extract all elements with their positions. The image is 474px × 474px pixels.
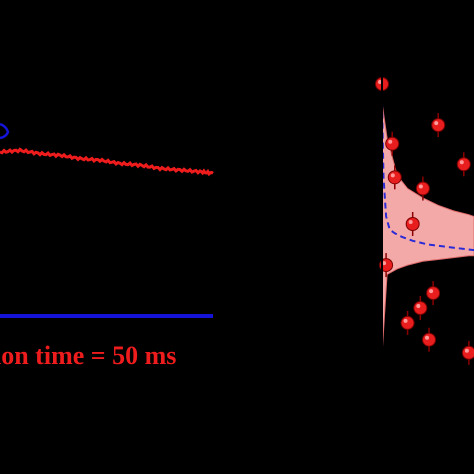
data-point-highlight	[388, 139, 393, 144]
y-tick-label-15: 15	[332, 124, 354, 149]
data-point-highlight	[403, 318, 408, 323]
data-point	[413, 301, 428, 315]
data-point	[431, 118, 446, 133]
y-tick-label-5: 5	[343, 290, 354, 315]
data-point-highlight	[459, 160, 464, 165]
x-tick-label-0: 0.00	[351, 392, 390, 417]
data-point-highlight	[434, 121, 439, 126]
data-point	[461, 345, 474, 360]
data-point	[400, 315, 415, 330]
data-point-highlight	[408, 220, 413, 224]
data-point	[385, 136, 400, 151]
data-point-highlight	[425, 335, 430, 340]
data-point	[387, 170, 402, 185]
data-point-highlight	[464, 348, 469, 353]
y-axis-label: PPF index (%)	[289, 143, 316, 300]
data-point	[456, 157, 471, 172]
y-tick-label-10: 10	[332, 208, 354, 233]
data-point	[426, 286, 441, 301]
data-point-highlight	[416, 304, 421, 308]
fit-dashed-line	[381, 102, 474, 252]
left-panel: ion time = 50 ms	[0, 122, 214, 370]
data-point-highlight	[390, 173, 395, 178]
confidence-band	[381, 102, 474, 355]
x-tick-label-1: 1	[466, 392, 474, 417]
red-trace-line	[0, 147, 214, 177]
blue-marker-fragment	[0, 122, 10, 140]
data-point	[415, 181, 430, 196]
duration-annotation: ion time = 50 ms	[0, 341, 176, 370]
data-point-highlight	[382, 261, 387, 266]
data-point-highlight	[418, 184, 423, 189]
data-point-highlight	[429, 289, 434, 294]
y-tick-label-20: 20	[332, 43, 354, 68]
right-panel: PPF index (%) 20 15 10 5 0.00 1	[289, 43, 474, 417]
data-point	[405, 217, 420, 231]
data-point	[422, 332, 437, 347]
